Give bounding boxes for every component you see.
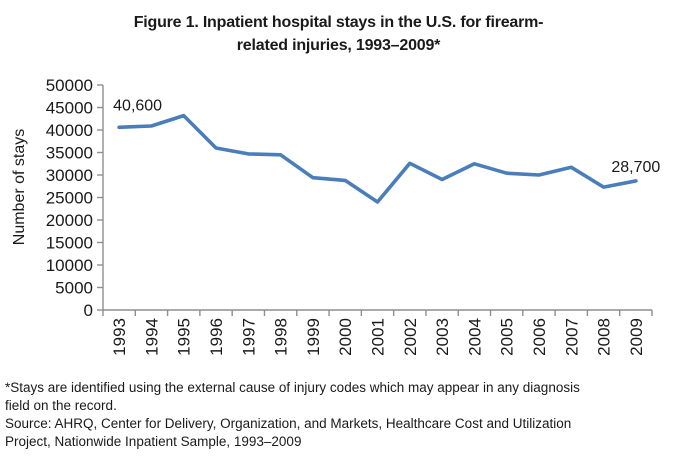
- chart-title-line-2: related injuries, 1993–2009*: [236, 37, 441, 54]
- footnote-line-1: *Stays are identified using the external…: [5, 380, 580, 395]
- data-label: 28,700: [611, 159, 660, 176]
- y-tick-label: 40000: [46, 121, 93, 140]
- y-tick-label: 0: [84, 301, 93, 320]
- chart-title: Figure 1. Inpatient hospital stays in th…: [0, 11, 677, 57]
- x-tick-label: 1996: [207, 318, 226, 356]
- x-tick-label: 2003: [433, 318, 452, 356]
- x-tick-label: 2001: [369, 318, 388, 356]
- x-tick-label: 1994: [142, 318, 161, 356]
- x-tick-label: 2002: [401, 318, 420, 356]
- footnote-line-3: Source: AHRQ, Center for Delivery, Organ…: [5, 416, 572, 431]
- x-tick-label: 2005: [498, 318, 517, 356]
- chart-title-line-1: Figure 1. Inpatient hospital stays in th…: [133, 14, 544, 31]
- y-tick-label: 35000: [46, 144, 93, 163]
- x-tick-label: 2007: [562, 318, 581, 356]
- x-tick-label: 2008: [595, 318, 614, 356]
- y-tick-label: 45000: [46, 99, 93, 118]
- y-tick-label: 20000: [46, 211, 93, 230]
- x-tick-label: 2009: [627, 318, 646, 356]
- y-tick-label: 10000: [46, 256, 93, 275]
- y-tick-label: 25000: [46, 189, 93, 208]
- footnote-line-2: field on the record.: [5, 398, 117, 413]
- chart-canvas: 0 5000 10000 15000 20000 25000 30000 35000 40000…: [11, 76, 660, 356]
- data-line-series: [117, 113, 638, 204]
- y-tick-label: 15000: [46, 234, 93, 253]
- x-tick-label: 1995: [175, 318, 194, 356]
- chart-footnote: *Stays are identified using the external…: [5, 379, 673, 451]
- data-label: 40,600: [113, 97, 162, 114]
- y-tick-label: 30000: [46, 166, 93, 185]
- x-tick-label: 2006: [530, 318, 549, 356]
- y-axis-title: Number of stays: [11, 129, 28, 245]
- x-tick-label: 1993: [110, 318, 129, 356]
- x-tick-label: 1999: [304, 318, 323, 356]
- x-tick-label: 2004: [465, 318, 484, 356]
- x-tick-label: 1997: [239, 318, 258, 356]
- x-tick-label: 2000: [336, 318, 355, 356]
- footnote-line-4: Project, Nationwide Inpatient Sample, 19…: [5, 434, 302, 449]
- x-tick-label: 1998: [272, 318, 291, 356]
- y-tick-label: 5000: [55, 279, 93, 298]
- y-tick-label: 50000: [46, 76, 93, 95]
